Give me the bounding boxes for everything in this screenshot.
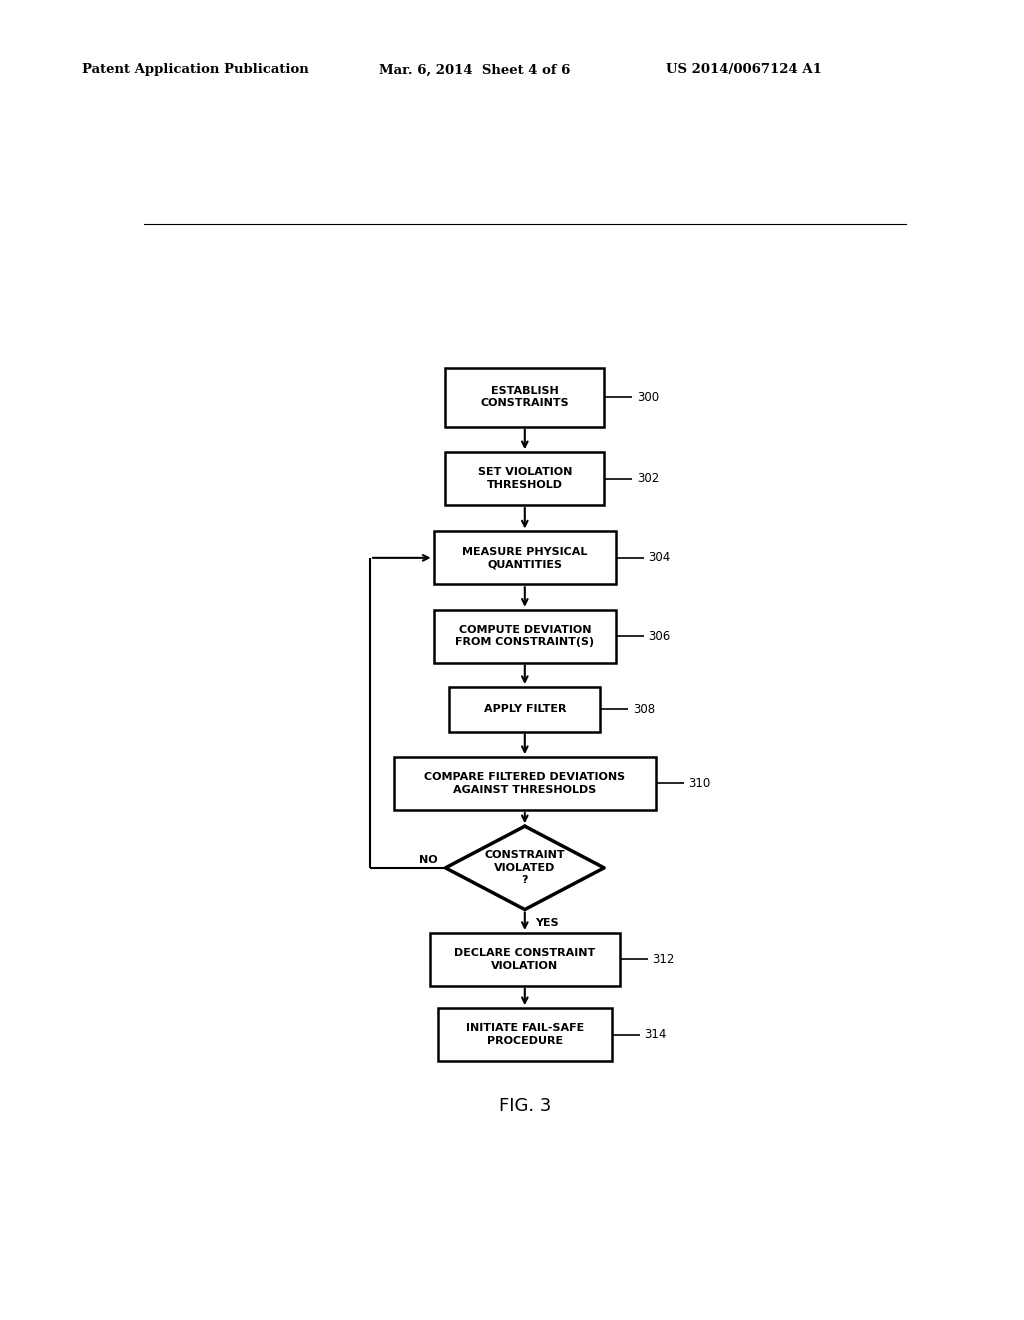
Text: 302: 302 — [637, 473, 659, 484]
Text: 310: 310 — [688, 777, 711, 789]
Polygon shape — [445, 826, 604, 909]
Text: FIG. 3: FIG. 3 — [499, 1097, 551, 1114]
Text: APPLY FILTER: APPLY FILTER — [483, 705, 566, 714]
Text: 300: 300 — [637, 391, 658, 404]
Bar — [433, 610, 616, 663]
Text: COMPUTE DEVIATION
FROM CONSTRAINT(S): COMPUTE DEVIATION FROM CONSTRAINT(S) — [456, 624, 594, 647]
Text: NO: NO — [419, 855, 437, 865]
Text: SET VIOLATION
THRESHOLD: SET VIOLATION THRESHOLD — [477, 467, 572, 490]
Bar — [430, 933, 621, 986]
Bar — [445, 453, 604, 506]
Bar — [394, 758, 655, 810]
Text: YES: YES — [536, 917, 559, 928]
Text: 312: 312 — [652, 953, 675, 966]
Bar — [433, 532, 616, 585]
Bar — [450, 686, 600, 731]
Text: Patent Application Publication: Patent Application Publication — [82, 63, 308, 77]
Text: Mar. 6, 2014  Sheet 4 of 6: Mar. 6, 2014 Sheet 4 of 6 — [379, 63, 570, 77]
Text: 306: 306 — [648, 630, 671, 643]
Text: 304: 304 — [648, 552, 671, 565]
Text: US 2014/0067124 A1: US 2014/0067124 A1 — [666, 63, 821, 77]
Text: 308: 308 — [633, 702, 655, 715]
Text: COMPARE FILTERED DEVIATIONS
AGAINST THRESHOLDS: COMPARE FILTERED DEVIATIONS AGAINST THRE… — [424, 772, 626, 795]
Text: DECLARE CONSTRAINT
VIOLATION: DECLARE CONSTRAINT VIOLATION — [455, 948, 595, 970]
Text: 314: 314 — [645, 1028, 667, 1041]
Text: CONSTRAINT
VIOLATED
?: CONSTRAINT VIOLATED ? — [484, 850, 565, 886]
Text: ESTABLISH
CONSTRAINTS: ESTABLISH CONSTRAINTS — [480, 385, 569, 408]
Text: INITIATE FAIL-SAFE
PROCEDURE: INITIATE FAIL-SAFE PROCEDURE — [466, 1023, 584, 1045]
Bar — [437, 1008, 612, 1061]
Text: MEASURE PHYSICAL
QUANTITIES: MEASURE PHYSICAL QUANTITIES — [462, 546, 588, 569]
Bar — [445, 368, 604, 426]
